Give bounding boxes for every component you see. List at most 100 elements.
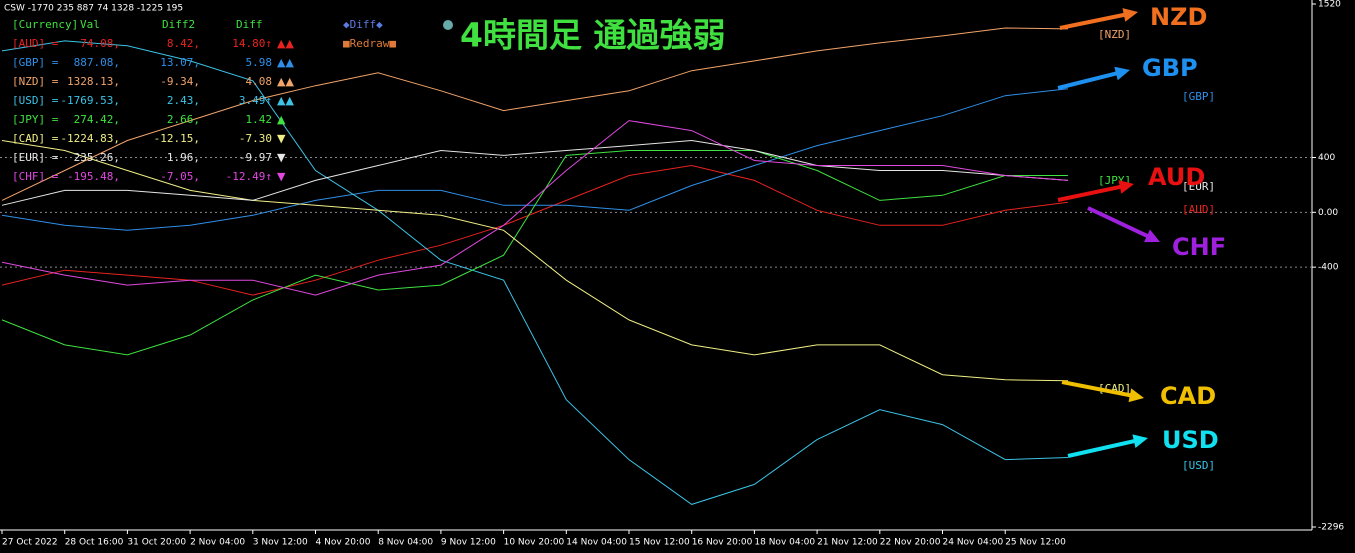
- x-tick-label: 8 Nov 04:00: [378, 538, 433, 548]
- table-cell: [USD] =: [12, 94, 59, 107]
- trend-sign: ▼: [277, 151, 286, 164]
- end-label: [NZD]: [1098, 28, 1131, 41]
- y-tick-label: -2296: [1318, 523, 1344, 533]
- header: CSW -1770 235 887 74 1328 -1225 195: [4, 4, 183, 14]
- annotation: AUD: [1148, 163, 1205, 191]
- annotation-arrowhead: [1118, 180, 1134, 194]
- trend-sign: ▲▲: [277, 94, 294, 107]
- series-line: [1, 139, 1068, 206]
- end-label: [GBP]: [1182, 90, 1215, 103]
- annotation-arrowhead: [1114, 66, 1130, 81]
- x-tick-label: 10 Nov 20:00: [504, 538, 565, 548]
- annotation: CAD: [1160, 382, 1216, 410]
- x-tick-label: 16 Nov 20:00: [692, 538, 753, 548]
- table-cell: 1328.13,: [67, 75, 120, 88]
- trend-sign: ▲▲: [277, 75, 294, 88]
- table-cell: -7.05,: [160, 170, 200, 183]
- annotation-arrow: [1059, 12, 1129, 30]
- x-tick-label: 22 Nov 20:00: [880, 538, 941, 548]
- series-line: [1, 140, 1068, 382]
- table-cell: 2.43,: [167, 94, 200, 107]
- annotation: USD: [1162, 426, 1219, 454]
- x-tick-label: 2 Nov 04:00: [190, 538, 245, 548]
- trend-sign: ▼: [277, 132, 286, 145]
- trend-sign: ▲▲: [277, 56, 294, 69]
- x-tick-label: 24 Nov 04:00: [943, 538, 1004, 548]
- table-cell: -12.15,: [154, 132, 200, 145]
- x-tick-label: 4 Nov 20:00: [316, 538, 371, 548]
- annotation-arrowhead: [1122, 8, 1138, 22]
- series-line: [1, 27, 1068, 201]
- table-cell: -195.48,: [67, 170, 120, 183]
- annotation: NZD: [1150, 3, 1207, 31]
- table-cell: 3.49↑: [239, 94, 272, 107]
- x-tick-label: 14 Nov 04:00: [566, 538, 627, 548]
- annotation-arrowhead: [1144, 229, 1160, 243]
- table-cell: -7.30: [239, 132, 272, 145]
- table-cell: 4.08: [246, 75, 273, 88]
- x-tick-label: 27 Oct 2022: [2, 538, 58, 548]
- table-cell: 13.07,: [160, 56, 200, 69]
- annotation-arrowhead: [1128, 388, 1144, 403]
- table-cell: [JPY] =: [12, 113, 59, 126]
- table-cell: [NZD] =: [12, 75, 59, 88]
- y-tick-label: -400: [1318, 263, 1339, 273]
- table-cell: -9.34,: [160, 75, 200, 88]
- table-cell: [CAD] =: [12, 132, 59, 145]
- table-cell: 1.42: [246, 113, 273, 126]
- annotation-arrowhead: [1132, 434, 1148, 448]
- table-header: Val: [80, 18, 100, 31]
- x-tick-label: 18 Nov 04:00: [754, 538, 815, 548]
- table-cell: 887.08,: [74, 56, 120, 69]
- end-label: [USD]: [1182, 459, 1215, 472]
- table-cell: -1224.83,: [60, 132, 120, 145]
- trend-sign: ▼: [277, 170, 286, 183]
- annotation: GBP: [1142, 54, 1198, 82]
- table-cell: 74.08,: [80, 37, 120, 50]
- annotation: CHF: [1172, 233, 1226, 261]
- x-tick-label: 28 Oct 16:00: [65, 538, 124, 548]
- table-header: [Currency]: [12, 18, 78, 31]
- table-cell: 5.98: [246, 56, 273, 69]
- table-cell: 8.42,: [167, 37, 200, 50]
- table-cell: [EUR] =: [12, 151, 59, 164]
- annotation-arrow: [1061, 380, 1135, 399]
- table-cell: 14.80↑: [232, 37, 272, 50]
- table-header: Diff: [236, 18, 263, 31]
- table-cell: -12.49↑: [226, 170, 272, 183]
- trend-sign: ▲▲: [277, 37, 294, 50]
- legend-redraw: ■Redraw■: [343, 37, 396, 50]
- trend-sign: ▲: [277, 113, 286, 126]
- table-cell: -1769.53,: [60, 94, 120, 107]
- x-tick-label: 25 Nov 12:00: [1005, 538, 1066, 548]
- series-line: [1, 164, 1068, 296]
- table-cell: 2.66,: [167, 113, 200, 126]
- annotation-arrow: [1067, 438, 1139, 458]
- table-cell: 274.42,: [74, 113, 120, 126]
- series-line: [1, 120, 1068, 296]
- marker-dot: [443, 20, 453, 30]
- x-tick-label: 3 Nov 12:00: [253, 538, 308, 548]
- y-tick-label: 400: [1318, 153, 1335, 163]
- legend-diff: ◆Diff◆: [343, 18, 383, 31]
- annotation-arrow: [1087, 206, 1152, 240]
- y-tick-label: 0.00: [1318, 208, 1338, 218]
- table-cell: -9.97: [239, 151, 272, 164]
- table-header: Diff2: [162, 18, 195, 31]
- annotation-arrow: [1057, 184, 1125, 202]
- chart-title: 4時間足 通過強弱: [460, 16, 725, 55]
- series-line: [1, 150, 1068, 356]
- series-line: [1, 40, 1068, 505]
- annotation-arrow: [1057, 70, 1121, 90]
- end-label: [AUD]: [1182, 203, 1215, 216]
- x-tick-label: 9 Nov 12:00: [441, 538, 496, 548]
- x-tick-label: 15 Nov 12:00: [629, 538, 690, 548]
- table-cell: [GBP] =: [12, 56, 59, 69]
- end-label: [EUR]: [1182, 180, 1215, 193]
- table-cell: 1.96,: [167, 151, 200, 164]
- table-cell: 235.26,: [74, 151, 120, 164]
- table-cell: [CHF] =: [12, 170, 59, 183]
- table-cell: [AUD] =: [12, 37, 59, 50]
